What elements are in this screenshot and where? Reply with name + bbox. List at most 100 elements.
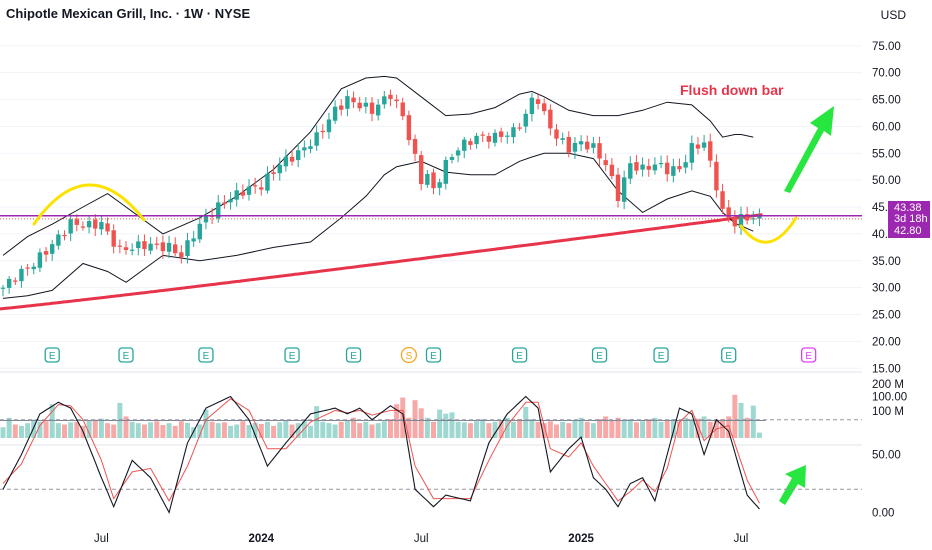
split-marker-label: S — [406, 351, 413, 362]
volume-bar — [541, 423, 547, 438]
volume-bar — [68, 422, 74, 438]
candle-body — [431, 172, 436, 189]
volume-bar — [431, 421, 436, 438]
close-price-tag: 42.80 — [888, 224, 930, 238]
earnings-marker-label: E — [430, 351, 437, 362]
candle-body — [289, 156, 295, 162]
candle-body — [203, 216, 209, 223]
candle-body — [166, 242, 172, 252]
candle-body — [148, 243, 153, 251]
candle-body — [462, 139, 467, 151]
volume-bar — [547, 421, 553, 438]
volume-tick-label: 100 M — [872, 406, 904, 418]
volume-bar — [664, 420, 670, 438]
earnings-marker — [118, 347, 134, 363]
volume-bar — [277, 422, 283, 438]
volume-bar — [406, 417, 412, 438]
volume-bar — [590, 423, 596, 438]
volume-bar — [510, 421, 516, 438]
candle-body — [86, 221, 92, 228]
stochastic-k-line — [2, 395, 760, 515]
volume-bar — [455, 421, 461, 438]
candle-body — [406, 115, 412, 141]
candle-body — [216, 202, 221, 219]
candle-body — [498, 131, 504, 137]
volume-bar — [191, 427, 197, 438]
candle-body — [591, 143, 596, 148]
candle-body — [154, 243, 159, 245]
volume-bar — [240, 421, 246, 438]
volume-bar — [129, 421, 135, 438]
drawing-overlays — [32, 106, 834, 505]
candle-body — [382, 96, 387, 105]
time-tick-label: 2025 — [568, 533, 594, 545]
volume-bar — [105, 423, 111, 438]
volume-bar — [264, 421, 270, 438]
candle-body — [240, 191, 246, 196]
volume-bar — [640, 421, 646, 438]
candle-body — [523, 113, 528, 127]
volume-bar — [449, 412, 455, 438]
candle-body — [437, 182, 442, 188]
candle-body — [0, 287, 6, 289]
volume-bar — [154, 421, 160, 438]
volume-bar — [424, 417, 430, 438]
time-axis: Jul 2024 Jul 2025 Jul — [94, 533, 748, 545]
volume-bar — [554, 424, 559, 438]
candle-body — [554, 129, 559, 139]
candle-body — [535, 99, 541, 104]
candle-body — [252, 185, 258, 187]
volume-bar — [689, 419, 695, 438]
candle-body — [37, 252, 43, 268]
volume-bar — [338, 421, 344, 438]
earnings-marker-label: E — [49, 351, 56, 362]
volume-bar — [726, 416, 732, 438]
price-tick-label: 15.00 — [872, 363, 901, 375]
volume-bar — [412, 400, 418, 438]
candle-body — [136, 241, 141, 249]
volume-bar — [6, 417, 12, 438]
candle-body — [738, 214, 744, 228]
earnings-marker — [44, 347, 60, 363]
earnings-marker — [653, 347, 669, 363]
annotation-flush-down-bar: Flush down bar — [680, 82, 784, 98]
candle-body — [480, 134, 485, 136]
candle-body — [25, 267, 30, 269]
volume-bar — [228, 425, 234, 438]
volume-bar — [74, 421, 80, 438]
price-grid — [0, 45, 862, 446]
candle-body — [123, 247, 129, 251]
symbol-title: Chipotle Mexican Grill, Inc. · 1W · NYSE — [6, 6, 251, 21]
candle-body — [271, 172, 276, 174]
volume-bar — [732, 394, 738, 438]
volume-bar — [707, 421, 713, 438]
volume-bar — [603, 416, 609, 438]
moving-average-line — [0, 213, 763, 311]
candle-body — [369, 102, 375, 114]
earnings-marker-label: E — [123, 351, 130, 362]
volume-bar — [221, 422, 227, 438]
volume-bar — [209, 421, 215, 438]
price-tick-label: 65.00 — [872, 95, 901, 107]
volume-bar — [320, 421, 326, 438]
volume-bar — [437, 409, 443, 438]
volume-bar — [517, 419, 523, 438]
candle-body — [572, 142, 578, 152]
price-tick-label: 70.00 — [872, 68, 901, 80]
price-axis: 75.0070.0065.0060.0055.0050.0045.0040.00… — [872, 41, 907, 520]
candle-body — [283, 156, 289, 167]
volume-bar — [646, 419, 652, 438]
volume-bar — [363, 421, 369, 438]
split-marker — [400, 346, 418, 364]
time-tick-label: 2024 — [249, 533, 275, 545]
stochastic-tick-label: 100.00 — [872, 392, 907, 404]
candle-body — [603, 160, 608, 166]
candle-body — [597, 143, 602, 159]
candle-body — [351, 97, 356, 103]
volume-bar — [18, 425, 24, 438]
volume-bar — [756, 432, 762, 438]
volume-tick-label: 200 M — [872, 379, 904, 391]
volume-bar — [560, 421, 566, 438]
volume-bar — [744, 417, 750, 438]
volume-bar — [621, 419, 627, 438]
